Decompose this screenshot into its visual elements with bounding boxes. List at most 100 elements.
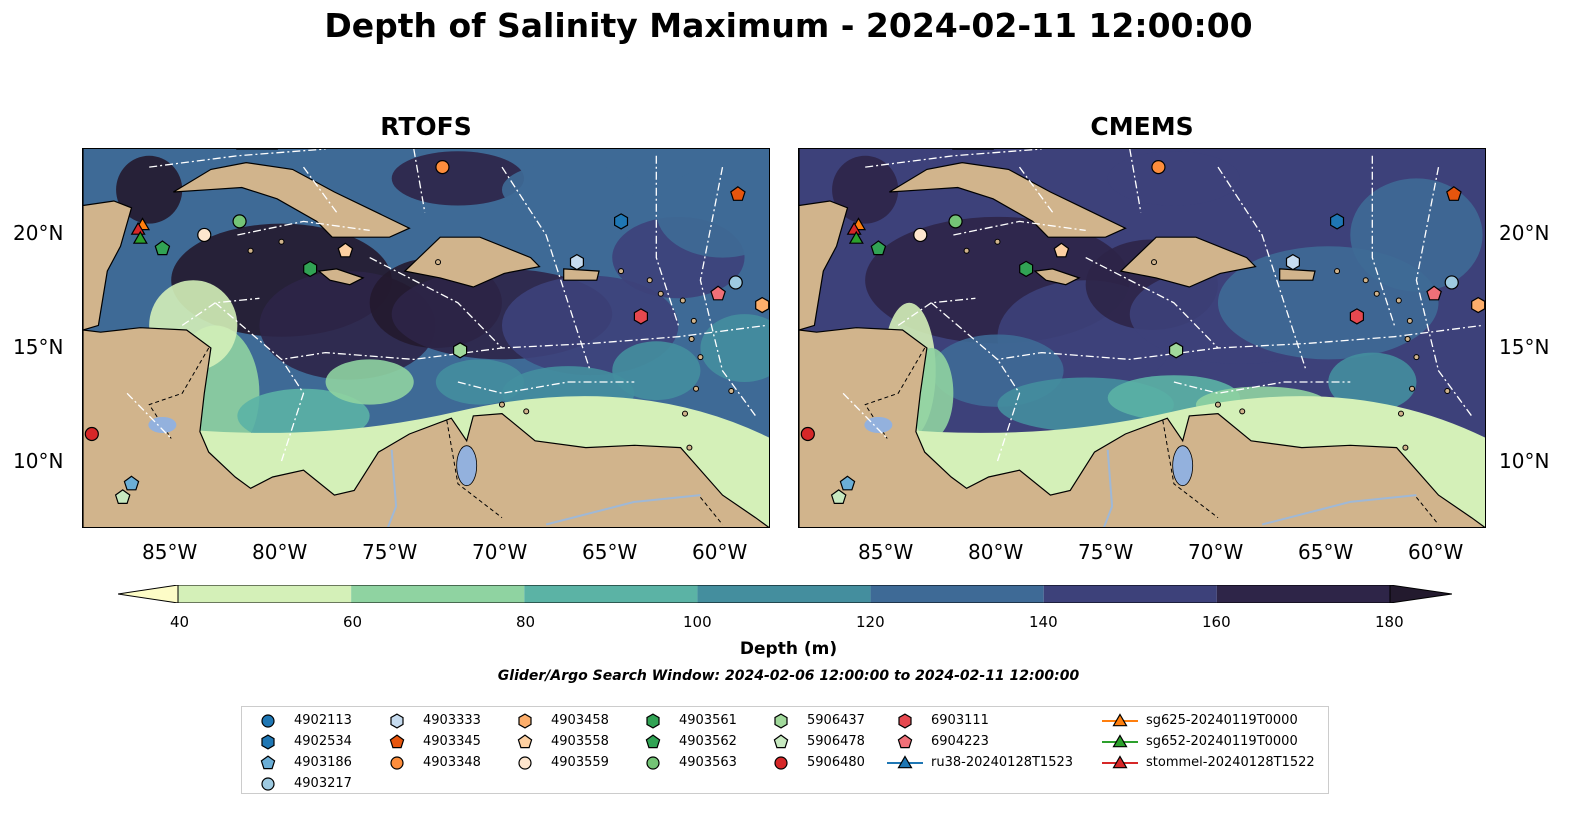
map-rtofs[interactable] [82,148,770,528]
lon-tick-80: 80°W [252,540,308,564]
float-4903563 [232,214,247,229]
float-5906437 [1169,342,1184,359]
land-yucatan [799,149,849,331]
maritime-boundary [1129,149,1142,213]
river [1261,494,1417,526]
colorbar-tick-100: 100 [683,613,712,631]
legend-label: sg652-20240119T0000 [1146,734,1298,749]
land-island [523,408,530,415]
land-island [679,297,686,304]
depth-contour [391,151,525,206]
legend-marker [897,755,913,769]
legend-marker [1112,755,1128,769]
panel-title-rtofs: RTOFS [380,112,472,141]
lat-tick-20-right: 20°N [1499,221,1550,245]
colorbar-segment [351,585,525,603]
maritime-boundary [369,257,503,349]
land-jamaica [1033,268,1081,286]
depth-contour [612,341,701,401]
float-4902534 [613,213,629,230]
maritime-boundary [930,302,1483,361]
figure-title: Depth of Salinity Maximum - 2024-02-11 1… [324,6,1253,45]
legend-marker [517,734,533,749]
land-island [697,354,704,361]
colorbar-tick-160: 160 [1202,613,1231,631]
maritime-boundary [237,220,370,236]
lake-nicaragua [148,416,177,433]
lon-tick-80-b: 80°W [968,540,1024,564]
depth-contour [237,388,370,444]
lake-nicaragua [864,416,893,433]
legend-label: 4903186 [294,755,352,770]
colorbar-tick-40: 40 [170,613,190,631]
land-island [1402,444,1409,451]
float-4903563 [948,214,963,229]
land-island [963,247,970,254]
maritime-boundary [842,392,888,439]
lon-tick-65: 65°W [582,540,638,564]
land-island [728,388,735,395]
float-4903559 [197,227,212,243]
float-4903186 [839,475,856,491]
legend-marker [646,756,660,770]
float-6903111 [633,308,649,325]
land-island [247,247,254,254]
float-6904223 [710,285,726,301]
maritime-boundary [865,149,1042,168]
country-border [1162,420,1219,519]
legend-marker [645,734,661,749]
lat-tick-10-left: 10°N [13,449,64,473]
maritime-boundary [457,381,635,394]
maritime-boundary [655,155,680,326]
land-island [1239,408,1246,415]
maritime-boundary [897,297,976,326]
depth-contour [700,314,769,382]
legend-label: 4903562 [679,734,737,749]
land-island [686,444,693,451]
float-4903561 [303,260,318,278]
map-cmems[interactable] [798,148,1486,528]
legend-marker [261,714,275,728]
float-5906480 [800,426,815,442]
land-island [994,238,1001,245]
land-island [1398,410,1404,417]
legend-label: 4903348 [423,755,481,770]
legend-label: 5906478 [807,734,865,749]
maritime-boundary [501,166,591,371]
land-island [498,401,505,408]
maritime-boundary [149,149,326,168]
maritime-boundary [1173,381,1351,394]
land-island [1413,354,1420,361]
glider-sg652-20240119T0000 [848,230,864,244]
legend-label: ru38-20240128T1523 [931,755,1074,770]
glider-stommel-20240128T1522 [846,221,862,235]
legend-marker [773,734,789,749]
colorbar-tick-60: 60 [343,613,363,631]
float-5906478 [830,489,847,504]
legend-label: 5906437 [807,713,865,728]
colorbar [118,585,1452,603]
float-4903217 [1444,275,1459,290]
float-5906480 [84,426,99,442]
colorbar-segment [1216,585,1390,603]
land-puerto-rico [1279,268,1316,281]
colorbar-tick-120: 120 [856,613,885,631]
legend-marker [774,756,788,770]
colorbar-tick-80: 80 [516,613,536,631]
float-4903345 [1446,186,1462,201]
float-5906478 [114,489,131,504]
land-island [646,277,653,284]
legend-label: 4903563 [679,755,737,770]
land-island [1151,259,1158,266]
legend-marker [389,734,405,749]
land-island [435,259,442,266]
float-4903558 [337,242,354,258]
legend-label: stommel-20240128T1522 [1146,755,1315,770]
legend-marker [898,713,912,729]
land-central-america [799,327,1485,527]
legend-label: sg625-20240119T0000 [1146,713,1298,728]
colorbar-label: Depth (m) [739,639,838,659]
float-4903186 [123,475,140,491]
legend: 4902113 4902534 4903186 4903217 4903333 49033… [241,706,1329,794]
country-border [1416,496,1439,525]
